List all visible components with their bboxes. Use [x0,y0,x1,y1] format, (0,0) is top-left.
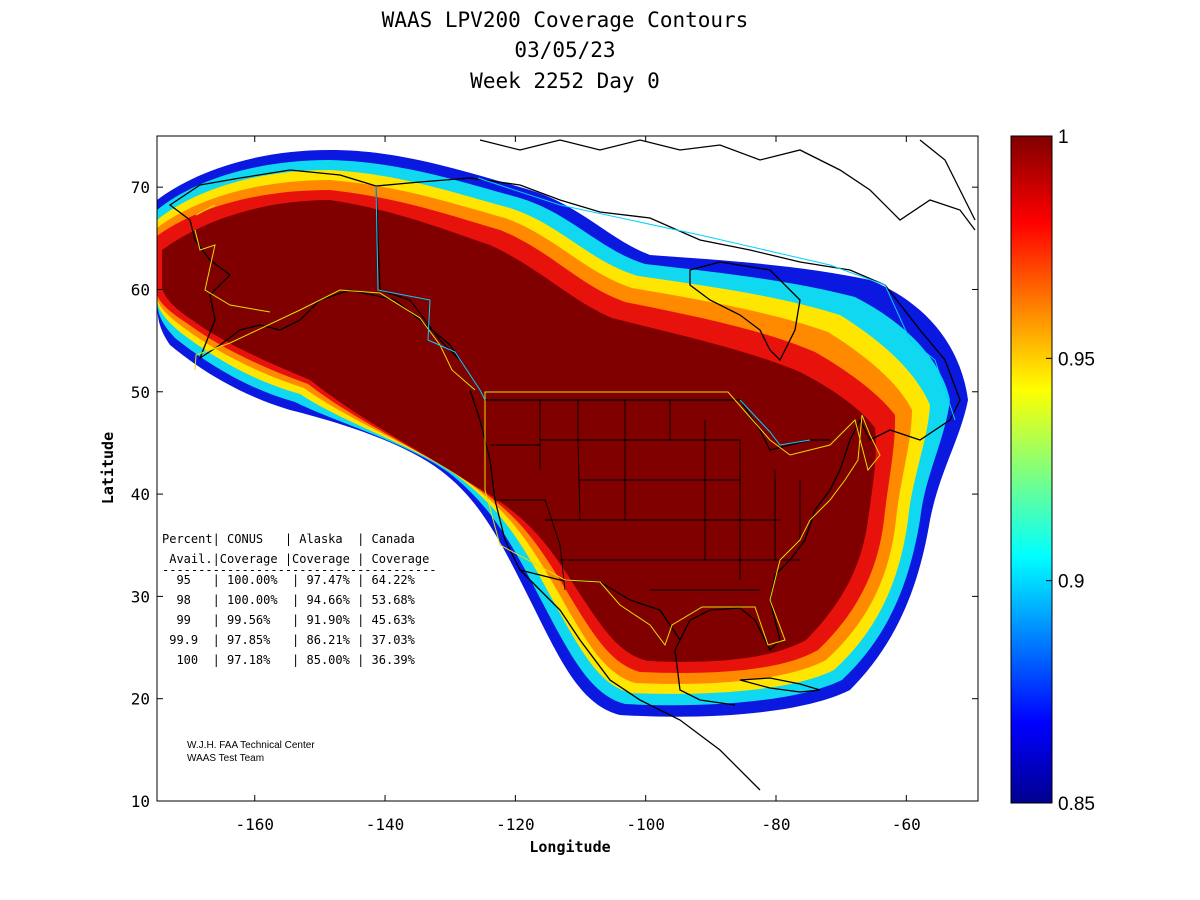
y-tick-label: 20 [131,690,150,709]
canada-coast [375,177,961,441]
chart-date: 03/05/23 [514,38,616,62]
credit-line-1: W.J.H. FAA Technical Center [187,740,315,751]
y-tick-label: 70 [131,178,150,197]
service-volume-lines [194,177,956,647]
conus-service-volume [484,391,881,647]
table-separator: -------------------------------------- [162,563,437,577]
credit-line-2: WAAS Test Team [187,753,264,764]
plot-border [156,135,979,802]
y-tick-label: 40 [131,485,150,504]
x-axis: -160 -140 -120 -100 -80 -60 [235,136,921,834]
table-header-2: Avail.|Coverage |Coverage | Coverage [162,552,429,566]
x-tick-label: -100 [626,815,665,834]
x-tick-label: -60 [892,815,921,834]
hudson-bay [689,261,801,362]
alaska-service-volume [194,204,476,391]
table-row: 100 | 97.18% | 85.00% | 36.39% [162,653,416,667]
colorbar-tick-label: 0.85 [1058,794,1095,815]
arctic-islands [479,139,976,231]
colorbar-tick-label: 0.9 [1058,572,1084,593]
greenland [919,139,976,221]
state-boundaries [490,400,801,591]
x-tick-label: -140 [366,815,405,834]
colorbar-tick-label: 0.95 [1058,349,1095,370]
colorbar-tick-label: 1 [1058,127,1069,148]
y-tick-label: 30 [131,587,150,606]
chart-week-day: Week 2252 Day 0 [470,69,660,93]
y-axis: 10 20 30 40 50 60 70 [131,178,978,811]
table-row: 99 | 99.56% | 91.90% | 45.63% [162,613,416,627]
colorbar-ticks: 1 0.95 0.9 0.85 [1046,127,1095,815]
y-tick-label: 10 [131,792,150,811]
x-tick-label: -160 [235,815,274,834]
alaska-coast [168,169,461,361]
mexico-border [519,569,681,641]
colorbar [1010,135,1053,804]
x-tick-label: -80 [762,815,791,834]
x-axis-label: Longitude [529,838,610,856]
canada-service-volume [375,177,956,446]
table-row: 98 | 100.00% | 94.66% | 53.68% [162,593,416,607]
table-row: 95 | 100.00% | 97.47% | 64.22% [162,573,416,587]
table-row: 99.9 | 97.85% | 86.21% | 37.03% [162,633,416,647]
contour-100 [162,200,876,662]
usa-west-coast [469,389,761,791]
table-header-1: Percent| CONUS | Alaska | Canada [162,532,415,546]
credits: W.J.H. FAA Technical Center WAAS Test Te… [187,740,315,764]
coverage-table: Percent| CONUS | Alaska | Canada Avail.|… [162,532,437,667]
cuba [739,677,821,693]
chart-title: WAAS LPV200 Coverage Contours [381,8,749,32]
x-tick-label: -120 [496,815,535,834]
y-tick-label: 50 [131,383,150,402]
y-tick-label: 60 [131,280,150,299]
usa-east-coast [674,419,861,706]
y-axis-label: Latitude [99,432,117,504]
